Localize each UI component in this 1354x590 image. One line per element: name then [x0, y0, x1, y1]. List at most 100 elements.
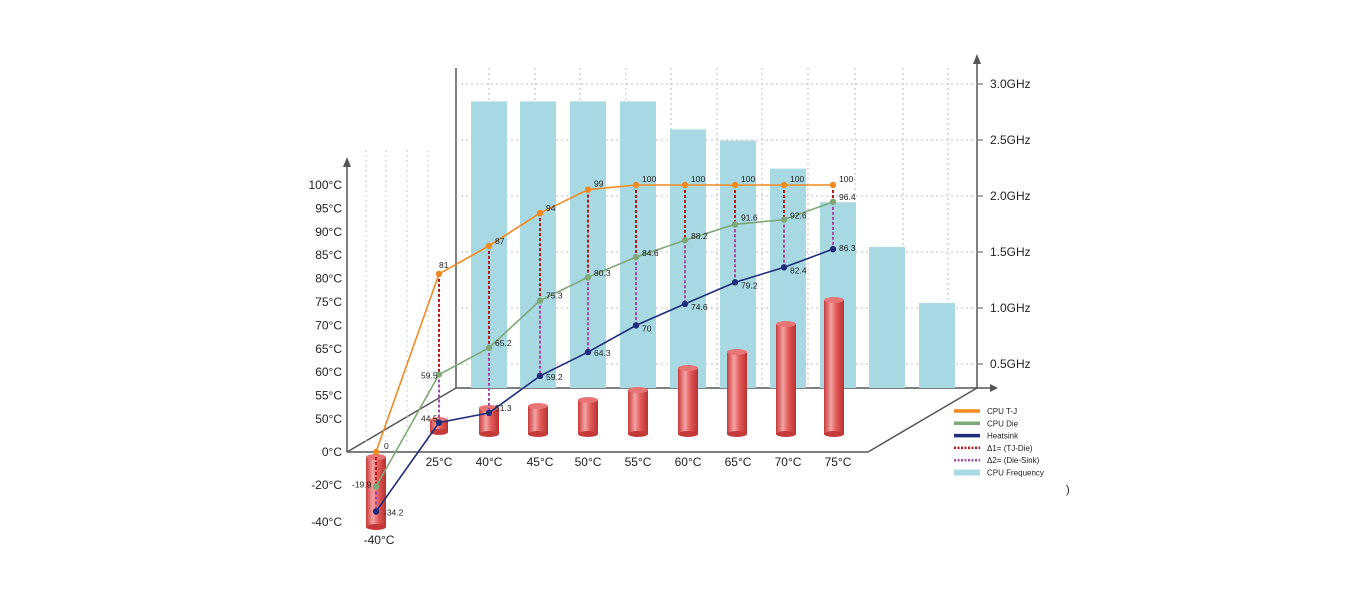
- temperature-cylinder: [824, 297, 844, 437]
- legend-item: Δ2= (Die-Sink): [954, 456, 1040, 465]
- x-arrow-head: [990, 384, 998, 392]
- data-label: 79.2: [741, 280, 758, 290]
- data-point: [681, 300, 689, 308]
- frequency-bar: [620, 101, 656, 389]
- cylinder-bottom: [430, 429, 448, 435]
- data-point: [829, 245, 837, 253]
- cylinder-bottom: [628, 431, 648, 437]
- data-label: 91.6: [741, 212, 758, 222]
- data-point: [536, 209, 544, 217]
- y-right-tick-label: 1.5GHz: [990, 245, 1031, 259]
- cylinder-top: [727, 349, 747, 355]
- data-point: [435, 419, 443, 426]
- y-left-tick-label: 60°C: [315, 365, 342, 379]
- data-label: 99: [594, 179, 604, 189]
- y-right-tick-label: 2.0GHz: [990, 189, 1031, 203]
- data-label: 88.2: [691, 231, 708, 241]
- data-label: 70: [642, 323, 652, 333]
- cylinder-body: [776, 324, 796, 434]
- data-point: [536, 372, 544, 380]
- data-point: [731, 221, 739, 228]
- stray-text: ): [1066, 484, 1070, 496]
- y-left-tick-label: 55°C: [315, 389, 342, 403]
- data-point: [829, 198, 837, 206]
- legend-label: CPU Frequency: [987, 469, 1044, 478]
- y-left-tick-label: -40°C: [311, 515, 342, 529]
- cylinder-bottom: [366, 524, 386, 530]
- legend-label: Δ1= (TJ-Die): [987, 444, 1033, 453]
- data-label: 64.3: [594, 348, 611, 358]
- data-point: [731, 181, 739, 189]
- temperature-cylinder: [776, 321, 796, 437]
- data-point: [584, 348, 592, 356]
- y-left-tick-label: 100°C: [309, 178, 343, 192]
- x-category-label: 40°C: [476, 455, 503, 469]
- cylinder-body: [824, 300, 844, 434]
- data-label: 92.6: [790, 211, 807, 221]
- y-right-tick-label: 2.5GHz: [990, 133, 1031, 147]
- series-line-cpu-die: [375, 201, 834, 488]
- cylinder-top: [824, 297, 844, 303]
- x-category-label: -40°C: [364, 533, 395, 547]
- temperature-cylinder: [678, 365, 698, 437]
- floor-right-edge: [867, 387, 978, 453]
- y-left-tick-label: 50°C: [315, 412, 342, 426]
- legend-item: CPU T-J: [954, 407, 1017, 416]
- data-point: [632, 253, 640, 261]
- frequency-bar: [869, 247, 905, 388]
- frequency-bar: [720, 140, 756, 388]
- x-category-label: 45°C: [527, 455, 554, 469]
- y-left-tick-label: 70°C: [315, 318, 342, 332]
- cylinder-body: [528, 406, 548, 434]
- cylinder-bottom: [824, 431, 844, 437]
- cylinder-top: [528, 403, 548, 409]
- frequency-bar: [670, 129, 706, 388]
- x-category-label: 50°C: [575, 455, 602, 469]
- cylinder-bottom: [578, 431, 598, 437]
- data-label: 81: [439, 260, 449, 270]
- data-point: [485, 344, 493, 352]
- data-label: 74.6: [691, 302, 708, 312]
- data-point: [829, 181, 837, 189]
- cylinder-body: [727, 352, 747, 434]
- cylinder-bottom: [479, 431, 499, 437]
- data-label: 94: [546, 203, 556, 213]
- temperature-cylinder: [727, 349, 747, 437]
- legend-label: CPU Die: [987, 419, 1019, 428]
- data-point: [372, 448, 380, 456]
- y-right-tick-label: 3.0GHz: [990, 77, 1031, 91]
- data-point: [372, 508, 380, 515]
- cylinder-top: [578, 397, 598, 403]
- frequency-bar: [520, 101, 556, 389]
- series-line-heatsink: [375, 248, 834, 512]
- legend-label: Δ2= (Die-Sink): [987, 456, 1040, 465]
- series-line-cpu-t-j: [375, 184, 833, 453]
- data-point: [435, 371, 443, 378]
- data-label: 100: [790, 174, 804, 184]
- data-label: 51.3: [495, 403, 512, 413]
- data-label: 100: [642, 174, 656, 184]
- x-category-label: 75°C: [825, 455, 852, 469]
- y-right-tick-label: 1.0GHz: [990, 301, 1031, 315]
- data-point: [731, 279, 739, 286]
- legend-item: CPU Die: [954, 419, 1019, 428]
- cylinder-top: [678, 365, 698, 371]
- data-point: [681, 181, 689, 189]
- cylinder-bottom: [528, 431, 548, 437]
- cylinder-top: [776, 321, 796, 327]
- cylinder-top: [628, 387, 648, 393]
- cylinder-bottom: [776, 431, 796, 437]
- data-point: [584, 186, 592, 193]
- temperature-cylinder: [628, 387, 648, 437]
- data-point: [780, 216, 788, 223]
- left-axis-arrow: [343, 157, 351, 167]
- data-point: [632, 181, 640, 189]
- x-category-label: 65°C: [725, 455, 752, 469]
- data-point: [485, 409, 493, 417]
- legend-item: Heatsink: [954, 432, 1019, 441]
- data-label: 0: [384, 441, 389, 451]
- data-label: 75.3: [546, 291, 563, 301]
- data-label: 87: [495, 236, 505, 246]
- y-left-tick-label: 75°C: [315, 295, 342, 309]
- data-label: 44.5: [421, 414, 438, 424]
